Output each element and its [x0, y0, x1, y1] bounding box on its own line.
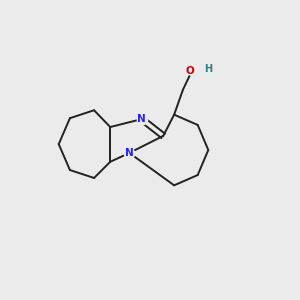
Text: H: H: [204, 64, 212, 74]
Text: N: N: [125, 148, 134, 158]
Text: O: O: [186, 66, 195, 76]
Text: N: N: [137, 114, 146, 124]
